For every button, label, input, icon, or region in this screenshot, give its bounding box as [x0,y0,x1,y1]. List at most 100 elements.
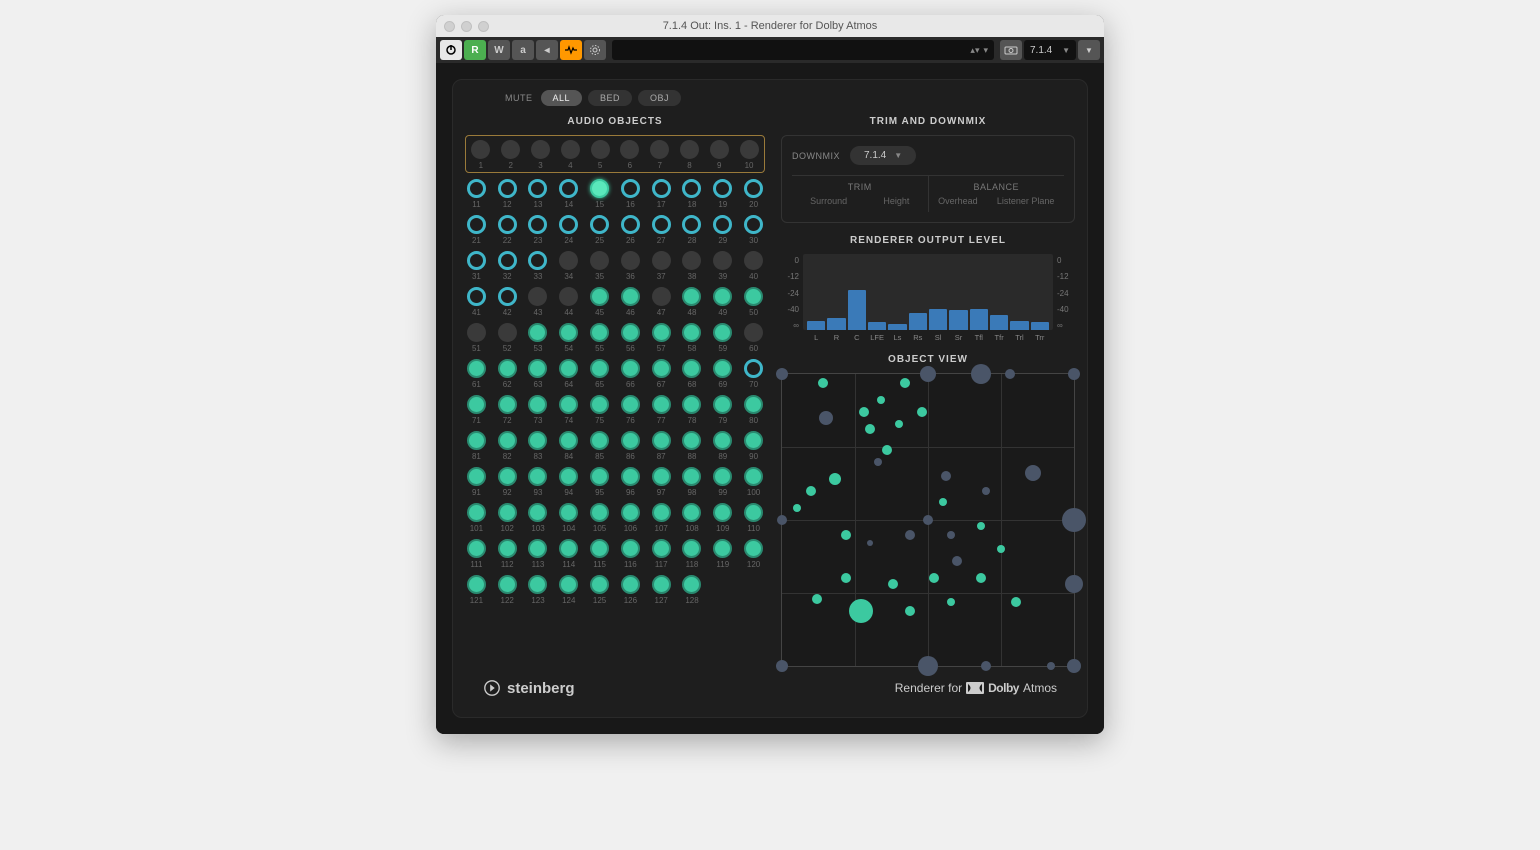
audio-object-18[interactable]: 18 [681,179,704,209]
audio-object-37[interactable]: 37 [650,251,673,281]
object-dot[interactable] [652,323,671,342]
object-dot[interactable] [740,140,759,159]
object-dot[interactable] [471,140,490,159]
audio-object-99[interactable]: 99 [711,467,734,497]
object-dot[interactable] [744,359,763,378]
object-dot[interactable] [744,467,763,486]
speaker-dot[interactable] [971,364,991,384]
object-dot-active[interactable] [793,504,801,512]
audio-object-3[interactable]: 3 [530,140,552,170]
object-dot[interactable] [590,539,609,558]
audio-object-89[interactable]: 89 [711,431,734,461]
audio-object-104[interactable]: 104 [557,503,580,533]
audio-object-39[interactable]: 39 [711,251,734,281]
object-dot-active[interactable] [917,407,927,417]
speaker-dot[interactable] [776,660,788,672]
audio-object-93[interactable]: 93 [527,467,550,497]
audio-object-76[interactable]: 76 [619,395,642,425]
object-dot[interactable] [710,140,729,159]
audio-object-23[interactable]: 23 [527,215,550,245]
audio-object-55[interactable]: 55 [588,323,611,353]
object-dot-inactive[interactable] [947,531,955,539]
object-dot[interactable] [682,179,701,198]
object-dot[interactable] [528,287,547,306]
object-dot[interactable] [682,503,701,522]
audio-object-65[interactable]: 65 [588,359,611,389]
object-dot[interactable] [652,359,671,378]
audio-object-126[interactable]: 126 [619,575,642,605]
audio-object-45[interactable]: 45 [588,287,611,317]
object-dot[interactable] [652,575,671,594]
object-dot-active[interactable] [806,486,816,496]
audio-object-85[interactable]: 85 [588,431,611,461]
object-dot[interactable] [713,359,732,378]
audio-object-79[interactable]: 79 [711,395,734,425]
object-dot-active[interactable] [895,420,903,428]
object-dot-active[interactable] [865,424,875,434]
object-dot[interactable] [590,287,609,306]
object-dot[interactable] [531,140,550,159]
object-dot[interactable] [559,179,578,198]
audio-object-86[interactable]: 86 [619,431,642,461]
audio-object-48[interactable]: 48 [681,287,704,317]
object-dot[interactable] [680,140,699,159]
object-dot[interactable] [713,251,732,270]
audio-object-38[interactable]: 38 [681,251,704,281]
audio-object-97[interactable]: 97 [650,467,673,497]
audio-object-122[interactable]: 122 [496,575,519,605]
object-dot[interactable] [744,395,763,414]
options-dropdown[interactable]: ▼ [1078,40,1100,60]
audio-object-100[interactable]: 100 [742,467,765,497]
object-dot[interactable] [650,140,669,159]
audio-object-31[interactable]: 31 [465,251,488,281]
object-dot[interactable] [590,431,609,450]
audio-object-101[interactable]: 101 [465,503,488,533]
audio-object-72[interactable]: 72 [496,395,519,425]
object-dot[interactable] [498,503,517,522]
audio-object-128[interactable]: 128 [681,575,704,605]
audio-object-114[interactable]: 114 [557,539,580,569]
object-dot[interactable] [652,431,671,450]
object-dot[interactable] [590,503,609,522]
object-dot[interactable] [559,575,578,594]
audio-object-22[interactable]: 22 [496,215,519,245]
object-dot-inactive[interactable] [867,540,873,546]
object-dot[interactable] [590,215,609,234]
object-dot[interactable] [559,467,578,486]
object-dot-inactive[interactable] [1025,465,1041,481]
object-dot[interactable] [652,395,671,414]
audio-object-91[interactable]: 91 [465,467,488,497]
object-dot[interactable] [498,359,517,378]
object-dot-active[interactable] [1011,597,1021,607]
object-dot[interactable] [467,323,486,342]
object-dot[interactable] [682,539,701,558]
object-dot[interactable] [498,179,517,198]
audio-object-2[interactable]: 2 [500,140,522,170]
object-dot[interactable] [559,431,578,450]
audio-object-4[interactable]: 4 [559,140,581,170]
audio-object-13[interactable]: 13 [527,179,550,209]
object-dot[interactable] [559,503,578,522]
object-dot[interactable] [498,251,517,270]
snapshot-button[interactable] [1000,40,1022,60]
object-dot[interactable] [744,215,763,234]
object-dot[interactable] [713,503,732,522]
audio-object-47[interactable]: 47 [650,287,673,317]
object-view-canvas[interactable] [781,373,1075,667]
object-dot-inactive[interactable] [982,487,990,495]
audio-object-92[interactable]: 92 [496,467,519,497]
audio-object-73[interactable]: 73 [527,395,550,425]
audio-object-113[interactable]: 113 [527,539,550,569]
back-button[interactable]: ◂ [536,40,558,60]
object-dot[interactable] [682,323,701,342]
object-dot[interactable] [498,539,517,558]
object-dot[interactable] [621,359,640,378]
object-dot[interactable] [621,503,640,522]
object-dot[interactable] [744,323,763,342]
audio-object-102[interactable]: 102 [496,503,519,533]
object-dot-active[interactable] [977,522,985,530]
audio-object-74[interactable]: 74 [557,395,580,425]
preset-selector[interactable]: ▴▾ ▾ [612,40,994,60]
object-dot[interactable] [713,539,732,558]
audio-object-16[interactable]: 16 [619,179,642,209]
